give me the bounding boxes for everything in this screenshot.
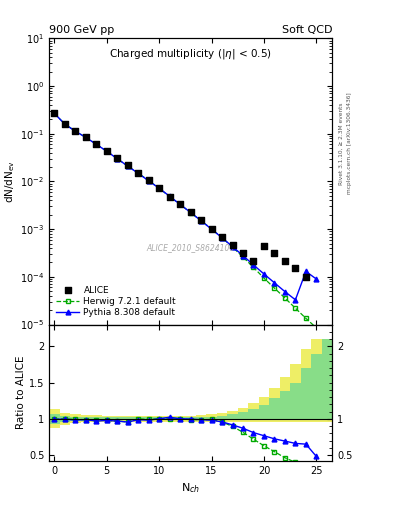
Text: 900 GeV pp: 900 GeV pp: [49, 25, 114, 35]
ALICE: [104, 147, 110, 155]
Herwig 7.2.1 default: [136, 170, 141, 176]
Legend: ALICE, Herwig 7.2.1 default, Pythia 8.308 default: ALICE, Herwig 7.2.1 default, Pythia 8.30…: [53, 283, 179, 320]
ALICE: [230, 241, 236, 249]
Herwig 7.2.1 default: [125, 163, 130, 169]
ALICE: [187, 208, 194, 217]
ALICE: [62, 120, 68, 128]
ALICE: [282, 258, 288, 266]
ALICE: [156, 184, 162, 193]
Herwig 7.2.1 default: [157, 185, 162, 191]
ALICE: [177, 200, 183, 208]
Herwig 7.2.1 default: [303, 315, 308, 322]
Pythia 8.308 default: [73, 128, 78, 134]
ALICE: [167, 193, 173, 201]
Pythia 8.308 default: [262, 271, 266, 277]
Herwig 7.2.1 default: [199, 218, 204, 224]
Herwig 7.2.1 default: [230, 244, 235, 250]
Pythia 8.308 default: [178, 201, 182, 207]
ALICE: [145, 176, 152, 184]
Pythia 8.308 default: [272, 280, 277, 286]
Text: mcplots.cern.ch [arXiv:1306.3436]: mcplots.cern.ch [arXiv:1306.3436]: [347, 93, 352, 194]
Herwig 7.2.1 default: [220, 234, 224, 241]
ALICE: [261, 242, 267, 250]
Herwig 7.2.1 default: [167, 194, 172, 200]
Herwig 7.2.1 default: [314, 325, 319, 331]
Herwig 7.2.1 default: [272, 285, 277, 291]
Pythia 8.308 default: [115, 156, 119, 162]
Pythia 8.308 default: [241, 252, 245, 259]
ALICE: [198, 217, 204, 225]
Pythia 8.308 default: [157, 185, 162, 191]
Herwig 7.2.1 default: [293, 305, 298, 311]
Pythia 8.308 default: [283, 289, 287, 295]
Herwig 7.2.1 default: [283, 295, 287, 301]
ALICE: [208, 225, 215, 233]
Pythia 8.308 default: [52, 110, 57, 116]
Herwig 7.2.1 default: [94, 141, 99, 147]
ALICE: [292, 264, 299, 272]
Herwig 7.2.1 default: [178, 201, 182, 207]
Pythia 8.308 default: [136, 170, 141, 177]
Pythia 8.308 default: [293, 297, 298, 303]
Line: Herwig 7.2.1 default: Herwig 7.2.1 default: [52, 111, 329, 340]
Herwig 7.2.1 default: [62, 121, 67, 127]
Herwig 7.2.1 default: [83, 134, 88, 140]
Pythia 8.308 default: [251, 262, 256, 268]
Pythia 8.308 default: [209, 226, 214, 232]
Text: Rivet 3.1.10, ≥ 2.3M events: Rivet 3.1.10, ≥ 2.3M events: [339, 102, 344, 185]
Text: ALICE_2010_S8624100: ALICE_2010_S8624100: [147, 243, 235, 252]
ALICE: [114, 154, 120, 162]
Pythia 8.308 default: [83, 134, 88, 140]
Line: Pythia 8.308 default: Pythia 8.308 default: [52, 111, 319, 302]
Pythia 8.308 default: [62, 121, 67, 127]
Herwig 7.2.1 default: [115, 156, 119, 162]
Herwig 7.2.1 default: [146, 178, 151, 184]
Y-axis label: dN/dN$_{\mathregular{ev}}$: dN/dN$_{\mathregular{ev}}$: [4, 160, 17, 203]
ALICE: [240, 249, 246, 257]
Herwig 7.2.1 default: [241, 254, 245, 260]
Pythia 8.308 default: [146, 178, 151, 184]
X-axis label: N$_{ch}$: N$_{ch}$: [181, 481, 200, 495]
Herwig 7.2.1 default: [73, 128, 78, 134]
Pythia 8.308 default: [188, 209, 193, 216]
Pythia 8.308 default: [167, 193, 172, 199]
ALICE: [125, 161, 131, 169]
ALICE: [135, 169, 141, 177]
Pythia 8.308 default: [303, 268, 308, 274]
Herwig 7.2.1 default: [52, 110, 57, 116]
Pythia 8.308 default: [314, 276, 319, 282]
Herwig 7.2.1 default: [262, 275, 266, 281]
Text: Soft QCD: Soft QCD: [282, 25, 332, 35]
ALICE: [250, 257, 257, 265]
ALICE: [51, 109, 57, 117]
Herwig 7.2.1 default: [105, 148, 109, 154]
Y-axis label: Ratio to ALICE: Ratio to ALICE: [16, 356, 26, 430]
ALICE: [93, 140, 99, 148]
ALICE: [219, 233, 225, 241]
Pythia 8.308 default: [230, 244, 235, 250]
Pythia 8.308 default: [199, 218, 204, 224]
Text: Charged multiplicity ($|\eta|$ < 0.5): Charged multiplicity ($|\eta|$ < 0.5): [109, 47, 272, 61]
Herwig 7.2.1 default: [188, 209, 193, 216]
Pythia 8.308 default: [220, 234, 224, 241]
Herwig 7.2.1 default: [325, 335, 329, 341]
ALICE: [303, 273, 309, 281]
Herwig 7.2.1 default: [209, 226, 214, 232]
Pythia 8.308 default: [125, 163, 130, 169]
ALICE: [72, 127, 79, 135]
Herwig 7.2.1 default: [251, 264, 256, 270]
Pythia 8.308 default: [94, 141, 99, 147]
ALICE: [271, 249, 277, 257]
Pythia 8.308 default: [105, 148, 109, 154]
ALICE: [83, 133, 89, 141]
